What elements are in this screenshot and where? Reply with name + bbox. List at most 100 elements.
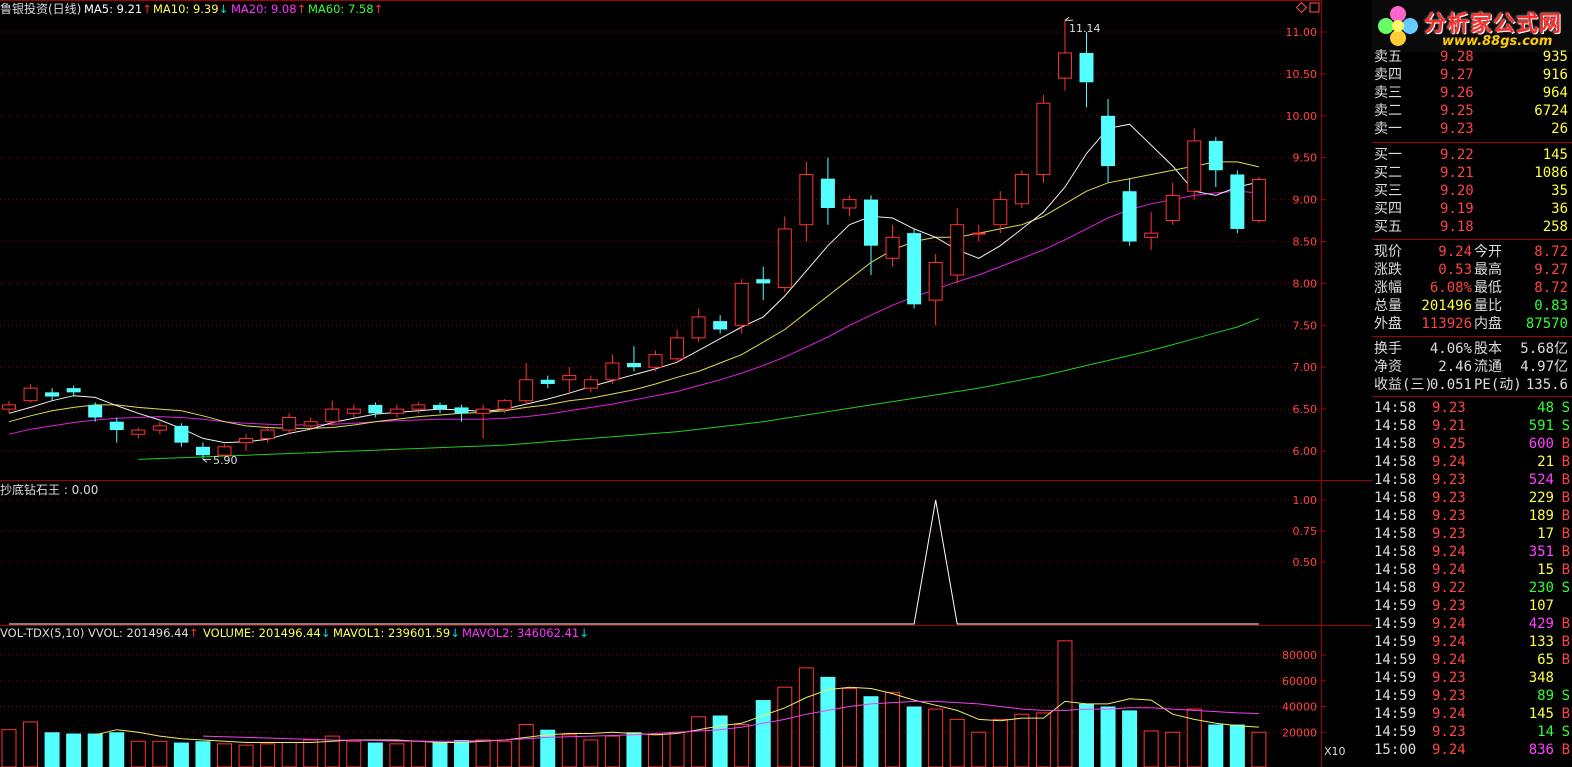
tick-time: 14:58 [1374, 490, 1417, 506]
tick-row: 14:59 9.23 89 S [1372, 687, 1572, 705]
indicator-line [9, 499, 1259, 625]
candle [1014, 170, 1029, 208]
ask-price: 9.27 [1440, 67, 1474, 83]
tick-volume: 48 [1537, 400, 1554, 416]
fund-value: 2.46 [1438, 359, 1472, 375]
svg-text:MAVOL1: 239601.59↓: MAVOL1: 239601.59↓ [333, 626, 460, 640]
price-tick-label: 7.50 [1293, 319, 1318, 332]
fundamentals-row: 换手 4.06% 股本 5.68亿 [1372, 340, 1572, 358]
candle-body [1036, 102, 1051, 175]
candle [756, 266, 771, 301]
quote-row: 外盘 113926 内盘 87570 [1372, 315, 1572, 333]
volume-bar [1208, 724, 1224, 767]
ma60-line [138, 318, 1260, 460]
tick-side: B [1561, 490, 1570, 506]
logo-url: www.88gs.com [1442, 34, 1553, 49]
candle [368, 402, 383, 418]
fund-label: PE(动) [1474, 377, 1522, 393]
quote-value: 9.27 [1534, 262, 1568, 278]
tick-time: 14:58 [1374, 526, 1417, 542]
bid-row: 买五 9.18 258 [1372, 218, 1572, 236]
volume-bar [540, 729, 556, 767]
site-logo: 分析家公式网 www.88gs.com [1372, 0, 1572, 52]
candle [217, 444, 232, 458]
price-tick-label: 10.50 [1286, 68, 1318, 81]
volume-bar [1143, 730, 1159, 767]
tick-volume: 189 [1528, 508, 1554, 524]
candle-body [23, 387, 38, 402]
volume-bar [1251, 731, 1267, 767]
candle-body [562, 375, 577, 381]
volume-bar [87, 733, 103, 767]
low-marker [202, 458, 211, 463]
tick-side: B [1561, 526, 1570, 542]
candle [282, 413, 297, 435]
bid-row: 买一 9.22 145 [1372, 146, 1572, 164]
quote-value: 201496 [1421, 298, 1472, 314]
bid-row: 买二 9.21 1086 [1372, 164, 1572, 182]
volume-bar [518, 724, 534, 767]
tick-volume: 229 [1528, 490, 1554, 506]
tick-side: B [1561, 472, 1570, 488]
fund-value: 135.6 [1525, 377, 1568, 393]
indicator-tick-label: 1.00 [1293, 494, 1318, 507]
fund-label: 股本 [1474, 341, 1502, 357]
tick-volume: 17 [1537, 526, 1554, 542]
tick-price: 9.24 [1432, 616, 1466, 632]
tick-side: B [1561, 652, 1570, 668]
corner-icon[interactable] [1295, 1, 1320, 14]
quote-label: 现价 [1374, 244, 1402, 260]
candle-body [540, 379, 555, 384]
tick-price: 9.23 [1432, 490, 1466, 506]
tick-volume: 600 [1528, 436, 1554, 452]
volume-bar [604, 735, 620, 767]
candle-body [1079, 52, 1094, 83]
candle [713, 315, 728, 334]
volume-bar [691, 716, 707, 767]
tick-side: B [1561, 634, 1570, 650]
ma-legend: MA5: 9.21↑ MA10: 9.39↓ MA20: 9.08↑ MA60: 7.… [84, 2, 383, 16]
volume-bar [1122, 710, 1138, 767]
ticks-divider [1372, 396, 1572, 397]
ask-volume: 6724 [1534, 103, 1568, 119]
tick-row: 14:59 9.24 429 B [1372, 615, 1572, 633]
candle-body [648, 354, 663, 368]
candle-body [476, 408, 491, 414]
tick-row: 14:58 9.23 48 S [1372, 399, 1572, 417]
ask-row: 卖二 9.25 6724 [1372, 102, 1572, 120]
volume-bar [777, 686, 793, 767]
candle [195, 442, 210, 460]
bid-volume: 145 [1542, 147, 1568, 163]
svg-text:VOL-TDX(5,10): VOL-TDX(5,10) [0, 626, 84, 640]
candle-body [605, 362, 620, 381]
tick-price: 9.24 [1432, 706, 1466, 722]
ask-volume: 916 [1542, 67, 1568, 83]
volume-bar [1229, 724, 1245, 767]
candle-body [691, 316, 706, 339]
volume-bar [1100, 706, 1116, 767]
kline-chart-area[interactable]: 11.00 10.50 10.00 9.50 9.00 8.50 8.00 7.50 7.00 6… [0, 0, 1372, 767]
tick-row: 14:58 9.22 230 S [1372, 579, 1572, 597]
quote-value: 113926 [1421, 316, 1472, 332]
ask-row: 卖一 9.23 26 [1372, 120, 1572, 138]
indicator-tick-label: 0.50 [1293, 556, 1318, 569]
tick-price: 9.22 [1432, 580, 1466, 596]
candle-body [1057, 52, 1072, 79]
candle [540, 375, 555, 389]
tick-side: B [1561, 742, 1570, 758]
candle-body [303, 421, 318, 427]
tick-price: 9.23 [1432, 400, 1466, 416]
indicator-tick-label: 0.75 [1293, 525, 1318, 538]
candle-body [756, 279, 771, 284]
bid-volume: 35 [1551, 183, 1568, 199]
bid-price: 9.22 [1440, 147, 1474, 163]
volume-bar [885, 691, 901, 767]
volume-bar [626, 732, 642, 767]
tick-price: 9.24 [1432, 652, 1466, 668]
ask-label: 卖三 [1374, 85, 1402, 101]
candle-body [239, 437, 254, 444]
candle [1036, 94, 1051, 183]
candle-body [389, 408, 404, 414]
quote-label: 内盘 [1474, 316, 1502, 332]
tick-row: 14:58 9.21 591 S [1372, 417, 1572, 435]
